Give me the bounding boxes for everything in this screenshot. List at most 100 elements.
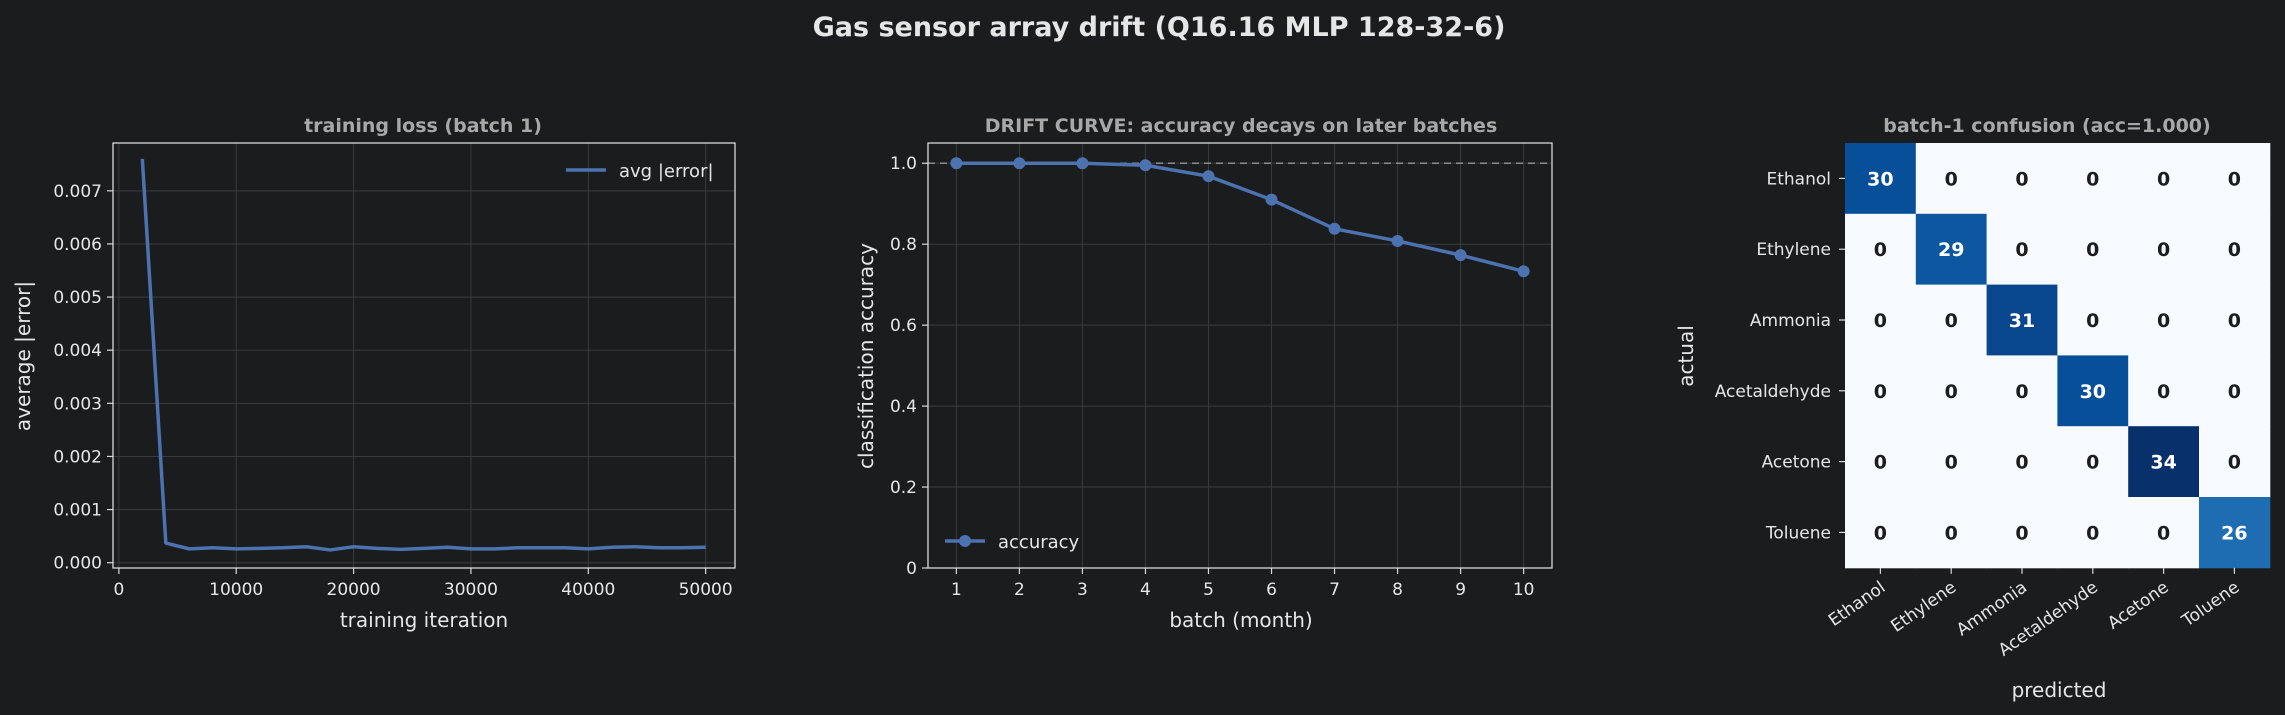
drift-curve-xtick-label: 10	[1513, 580, 1535, 600]
legend-label-avg-error: avg |error|	[619, 161, 714, 182]
confusion-cell-acetaldehyde-ethylene	[1915, 355, 1988, 427]
training-loss-ytick-label: 0.000	[53, 554, 102, 574]
confusion-cell-ethanol-toluene	[2199, 143, 2271, 215]
confusion-cell-ethylene-ethanol	[1845, 213, 1917, 286]
drift-curve-xtick-label: 5	[1203, 580, 1214, 600]
confusion-cell-ethylene-ammonia	[1986, 213, 2058, 286]
confusion-cell-value: 0	[1874, 522, 1887, 544]
confusion-cell-acetaldehyde-acetone	[2128, 355, 2200, 427]
confusion-row-label-ethylene: Ethylene	[1756, 240, 1831, 260]
drift-curve-frame	[927, 142, 1553, 569]
training-loss-xtick-label: 50000	[679, 580, 733, 600]
figure-suptitle: Gas sensor array drift (Q16.16 MLP 128-3…	[813, 12, 1506, 43]
confusion-cell-value: 0	[1874, 452, 1887, 474]
confusion-cell-value: 0	[2157, 168, 2170, 190]
confusion-cell-value: 0	[2228, 452, 2241, 474]
confusion-cell-ethylene-acetone	[2128, 213, 2200, 286]
confusion-cell-toluene-ethanol	[1845, 497, 1917, 569]
confusion-cell-value: 0	[2228, 381, 2241, 403]
confusion-cell-acetaldehyde-ammonia	[1986, 355, 2058, 427]
drift-curve-xtick-label: 4	[1140, 580, 1151, 600]
legend-label-accuracy: accuracy	[998, 532, 1080, 553]
drift-curve-xtick-label: 3	[1077, 580, 1088, 600]
training-loss-series	[140, 158, 706, 552]
training-loss-title: training loss (batch 1)	[304, 115, 542, 137]
training-loss-frame	[112, 142, 736, 569]
drift-curve-chart: DRIFT CURVE: accuracy decays on later ba…	[854, 115, 1553, 632]
drift-curve-data-point	[1328, 222, 1341, 235]
confusion-row-label-ethanol: Ethanol	[1767, 169, 1832, 189]
drift-curve-series	[950, 157, 1530, 278]
confusion-cell-value: 0	[2015, 452, 2028, 474]
confusion-row-label-acetone: Acetone	[1762, 453, 1831, 473]
confusion-cell-value: 0	[1945, 168, 1958, 190]
confusion-cell-toluene-acetaldehyde	[2057, 497, 2129, 569]
training-loss-ytick-label: 0.004	[53, 341, 102, 361]
confusion-cell-ethanol-acetaldehyde	[2057, 143, 2129, 215]
confusion-cell-value: 0	[1945, 452, 1958, 474]
confusion-cell-ethanol-acetone	[2128, 143, 2200, 215]
confusion-cell-value: 0	[2015, 522, 2028, 544]
drift-curve-xtick-label: 7	[1329, 580, 1340, 600]
training-loss-ytick-label: 0.006	[53, 235, 102, 255]
confusion-cell-value: 30	[1867, 168, 1893, 190]
confusion-cell-value: 0	[2015, 168, 2028, 190]
confusion-cell-ammonia-ethylene	[1915, 284, 1988, 356]
confusion-cell-value: 0	[2086, 452, 2099, 474]
confusion-cell-acetone-ethylene	[1915, 426, 1988, 498]
training-loss-ticks: 0 10000 20000 30000 40000 50000 0.000 0.001 0.00…	[53, 182, 732, 600]
confusion-cell-value: 30	[2080, 381, 2106, 403]
drift-curve-xtick-label: 8	[1392, 580, 1403, 600]
training-loss-xtick-label: 30000	[444, 580, 498, 600]
confusion-cell-ethylene-acetaldehyde	[2057, 213, 2129, 286]
training-loss-ytick-label: 0.005	[53, 288, 102, 308]
confusion-cell-toluene-ammonia	[1986, 497, 2058, 569]
drift-curve-xtick-label: 2	[1014, 580, 1025, 600]
drift-curve-data-point	[1013, 157, 1026, 170]
drift-curve-data-point	[1517, 265, 1530, 278]
confusion-cell-toluene-ethylene	[1915, 497, 1988, 569]
training-loss-xtick-label: 0	[113, 580, 124, 600]
confusion-cell-value: 0	[2086, 239, 2099, 261]
confusion-cell-ammonia-acetone	[2128, 284, 2200, 356]
confusion-matrix-title: batch-1 confusion (acc=1.000)	[1883, 115, 2210, 137]
confusion-cell-value: 0	[1874, 239, 1887, 261]
drift-curve-xlabel: batch (month)	[1169, 608, 1312, 632]
confusion-cell-ethylene-toluene	[2199, 213, 2271, 286]
confusion-cell-ethylene-ethylene	[1915, 213, 1988, 286]
confusion-cell-ammonia-toluene	[2199, 284, 2271, 356]
drift-curve-ylabel: classification accuracy	[854, 243, 878, 469]
confusion-cell-value: 0	[2228, 239, 2241, 261]
legend-swatch-accuracy-marker	[959, 535, 971, 547]
training-loss-ytick-label: 0.001	[53, 501, 102, 521]
confusion-cell-value: 0	[2086, 168, 2099, 190]
confusion-cell-value: 31	[2009, 310, 2035, 332]
training-loss-xlabel: training iteration	[340, 608, 508, 632]
drift-curve-ytick-label: 0.2	[890, 478, 917, 498]
confusion-cell-ethanol-ethylene	[1915, 143, 1988, 215]
training-loss-grid	[113, 143, 735, 568]
confusion-cell-ethanol-ammonia	[1986, 143, 2058, 215]
confusion-cell-acetone-acetone	[2128, 426, 2200, 498]
confusion-cell-toluene-acetone	[2128, 497, 2200, 569]
confusion-cell-value: 0	[2157, 381, 2170, 403]
confusion-cell-ammonia-acetaldehyde	[2057, 284, 2129, 356]
confusion-cell-acetone-acetaldehyde	[2057, 426, 2129, 498]
training-loss-legend: avg |error|	[566, 161, 714, 182]
drift-curve-legend: accuracy	[945, 532, 1080, 553]
confusion-cell-value: 0	[1945, 381, 1958, 403]
drift-curve-data-point	[1139, 159, 1152, 172]
drift-curve-ytick-label: 0.4	[890, 397, 917, 417]
training-loss-ylabel: average |error|	[11, 281, 35, 431]
confusion-matrix-cells: 30 0 0 0 0 0 0 29 0 0 0 0 0 0 31 0 0 0 0 0 0 30 0 0 0 0 0 0 34 0 0 0 0 0 0…	[1845, 143, 2271, 569]
confusion-cell-value: 0	[2157, 239, 2170, 261]
confusion-matrix-xlabel: predicted	[2012, 678, 2107, 702]
drift-curve-ytick-label: 0	[906, 559, 917, 579]
training-loss-ytick-label: 0.003	[53, 394, 102, 414]
drift-curve-ytick-label: 0.8	[890, 235, 917, 255]
training-loss-xtick-label: 40000	[561, 580, 615, 600]
confusion-cell-ammonia-ammonia	[1986, 284, 2058, 356]
confusion-cell-value: 0	[2086, 310, 2099, 332]
confusion-cell-acetaldehyde-toluene	[2199, 355, 2271, 427]
